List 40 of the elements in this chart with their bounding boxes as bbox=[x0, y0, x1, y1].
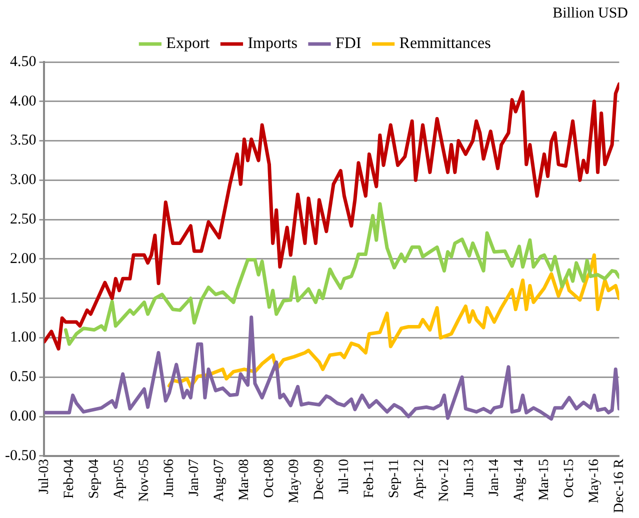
x-tick-label: Jun-13 bbox=[462, 458, 477, 498]
x-tick-label: Sep-04 bbox=[86, 458, 102, 499]
x-tick-label: Aug-07 bbox=[212, 458, 227, 502]
y-tick-label: 2.50 bbox=[10, 212, 36, 228]
x-tick-label: Oct-15 bbox=[562, 458, 577, 498]
legend-label: FDI bbox=[336, 35, 362, 52]
y-tick-label: 3.50 bbox=[10, 132, 36, 149]
y-tick-label: 1.50 bbox=[10, 290, 36, 306]
x-tick-label: Apr-05 bbox=[112, 458, 127, 500]
x-tick-label: Feb-04 bbox=[62, 458, 77, 499]
y-tick-label: -0.50 bbox=[4, 448, 36, 464]
x-tick-label: Feb-11 bbox=[362, 458, 377, 498]
y-tick-label: 1.00 bbox=[10, 330, 36, 346]
x-tick-label: May-16 bbox=[586, 458, 602, 504]
x-tick-label: Oct-08 bbox=[262, 458, 277, 498]
y-tick-label: 0.50 bbox=[10, 369, 36, 386]
x-tick-label: Mar-08 bbox=[236, 458, 252, 501]
y-tick-label: 3.00 bbox=[10, 172, 36, 188]
x-tick-label: Jan-07 bbox=[186, 458, 202, 496]
x-tick-label: Aug-14 bbox=[512, 458, 527, 502]
y-tick-label: 4.50 bbox=[10, 54, 36, 70]
legend-label: Remmittances bbox=[399, 35, 491, 52]
legend-label: Imports bbox=[248, 35, 298, 52]
x-tick-label: Jun-06 bbox=[162, 458, 177, 498]
x-tick-label: Dec-09 bbox=[312, 458, 327, 500]
y-tick-label: 0.00 bbox=[10, 408, 36, 425]
y-tick-label: 2.00 bbox=[10, 250, 36, 267]
x-tick-label: Jul-10 bbox=[336, 458, 352, 494]
x-tick-label: Sep-11 bbox=[386, 458, 402, 498]
y-axis-title: Billion USD bbox=[552, 5, 628, 22]
x-tick-label: Nov-05 bbox=[136, 458, 152, 502]
x-tick-label: Mar-15 bbox=[536, 458, 552, 501]
legend-label: Export bbox=[166, 35, 210, 52]
x-tick-label: Nov-12 bbox=[436, 458, 452, 502]
y-tick-label: 4.00 bbox=[10, 93, 36, 110]
x-tick-label: May-09 bbox=[286, 458, 302, 504]
x-tick-label: Jan-14 bbox=[486, 458, 502, 496]
x-tick-label: Dec-16 R bbox=[612, 458, 627, 514]
x-tick-label: Jul-03 bbox=[36, 458, 52, 494]
x-tick-label: Apr-12 bbox=[412, 458, 427, 500]
